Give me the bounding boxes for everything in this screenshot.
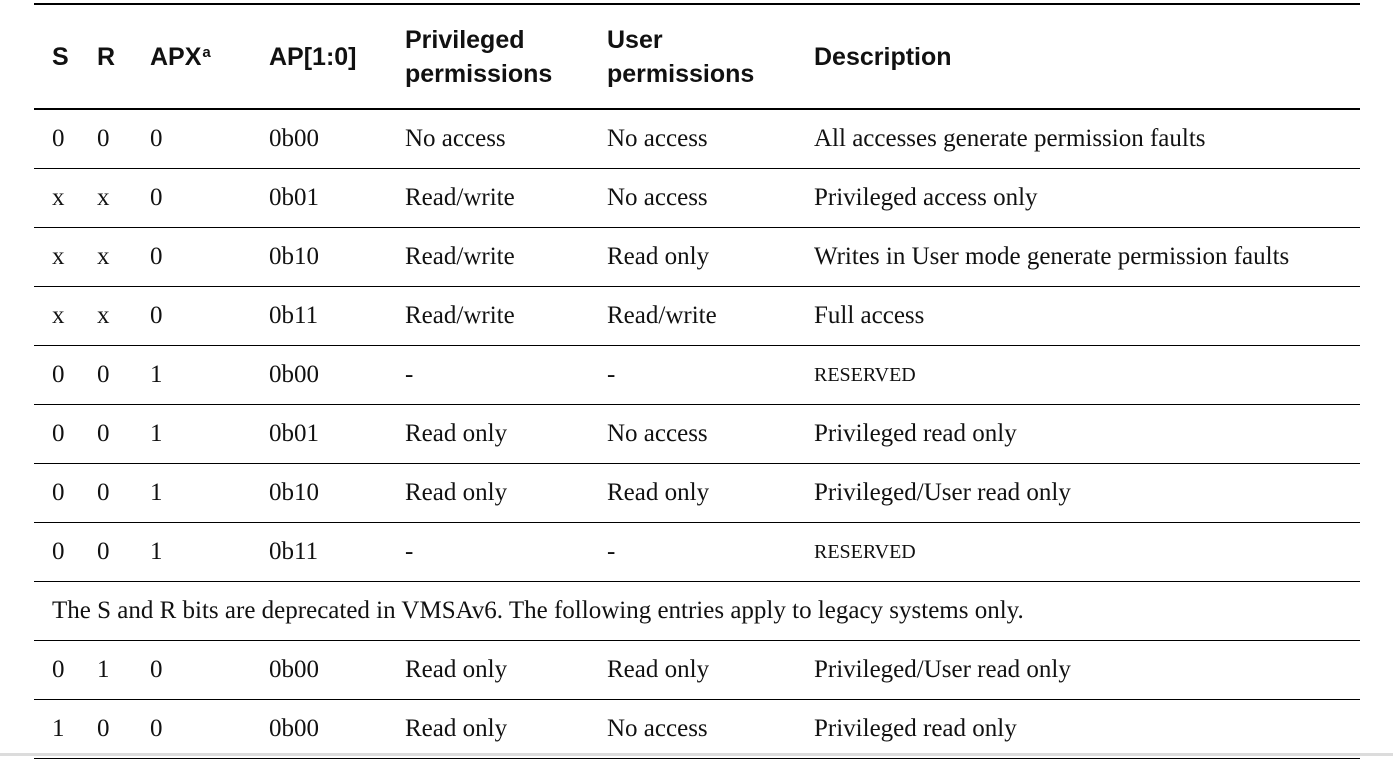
cell-s: x [52,243,65,270]
cell-r: 1 [97,656,110,683]
table-header: S R APX a AP[1:0] Privileged permissions U… [34,5,1360,110]
cell-r: 0 [97,361,110,388]
cell-user-permissions: Read only [607,479,710,506]
cell-s: 0 [52,538,65,565]
cell-description: Privileged read only [814,715,1017,742]
cell-s: x [52,184,65,211]
header-user-permissions: User permissions [607,25,755,88]
cell-privileged-permissions: Read only [405,479,508,506]
table-row: 1 0 0 0b00 Read only No access Privileged read… [34,700,1360,759]
cell-apx: 0 [150,656,163,683]
cell-user-permissions: No access [607,420,708,447]
cell-user-permissions: No access [607,184,708,211]
cell-description: Privileged/User read only [814,479,1071,506]
cell-user-permissions: Read only [607,243,710,270]
header-privileged-permissions: Privileged permissions [405,25,553,88]
cell-privileged-permissions: No access [405,125,506,152]
cell-privileged-permissions: - [405,538,414,565]
cell-privileged-permissions: Read only [405,420,508,447]
cell-user-permissions: Read/write [607,302,717,329]
cell-privileged-permissions: Read only [405,656,508,683]
header-r: R [97,42,116,71]
cell-ap: 0b11 [269,302,319,329]
cell-ap: 0b10 [269,479,319,506]
cell-ap: 0b00 [269,125,319,152]
cell-privileged-permissions: - [405,361,414,388]
cell-r: 0 [97,715,110,742]
cell-ap: 0b01 [269,420,319,447]
cell-r: 0 [97,479,110,506]
cell-description: Privileged/User read only [814,656,1071,683]
table-row: x x 0 0b10 Read/write Read only Writes in User… [34,228,1360,287]
header-ap: AP[1:0] [269,42,357,71]
cell-user-permissions: Read only [607,656,710,683]
cell-s: 0 [52,479,65,506]
cell-ap: 0b11 [269,538,319,565]
cell-r: 0 [97,538,110,565]
cell-s: 1 [52,715,65,742]
table-row: x x 0 0b01 Read/write No access Privileged acc… [34,169,1360,228]
cell-s: 0 [52,656,65,683]
cell-description: RESERVED [814,364,916,386]
header-apx: APX a [150,5,211,108]
cell-description: All accesses generate permission faults [814,125,1206,152]
cell-r: x [97,302,110,329]
cell-r: 0 [97,125,110,152]
cell-apx: 0 [150,184,163,211]
cell-s: x [52,302,65,329]
table-row: 0 1 0 0b00 Read only Read only Privileged/User… [34,641,1360,700]
cell-r: 0 [97,420,110,447]
cell-r: x [97,243,110,270]
cell-user-permissions: - [607,361,616,388]
footnote-marker: a [202,43,211,61]
header-description: Description [814,42,952,71]
cell-privileged-permissions: Read/write [405,243,515,270]
table-row: 0 0 0 0b00 No access No access All accesses ge… [34,110,1360,169]
cell-apx: 1 [150,538,163,565]
cell-s: 0 [52,125,65,152]
cell-user-permissions: No access [607,125,708,152]
cell-apx: 1 [150,361,163,388]
cell-ap: 0b00 [269,656,319,683]
cell-apx: 0 [150,243,163,270]
table-row: 0 0 1 0b01 Read only No access Privileged read… [34,405,1360,464]
cell-user-permissions: No access [607,715,708,742]
cell-apx: 0 [150,302,163,329]
page-bottom-edge [0,753,1393,756]
cell-ap: 0b01 [269,184,319,211]
cell-apx: 1 [150,420,163,447]
cell-r: x [97,184,110,211]
cell-apx: 0 [150,715,163,742]
cell-s: 0 [52,420,65,447]
cell-description: Writes in User mode generate permission … [814,243,1290,270]
header-s: S [52,42,69,71]
cell-ap: 0b00 [269,715,319,742]
table-row: x x 0 0b11 Read/write Read/write Full access [34,287,1360,346]
cell-description: Privileged read only [814,420,1017,447]
cell-s: 0 [52,361,65,388]
table-top-rule [34,3,1360,5]
cell-apx: 1 [150,479,163,506]
legacy-note-row: The S and R bits are deprecated in VMSAv… [34,582,1360,641]
legacy-note-text: The S and R bits are deprecated in VMSAv… [52,597,1024,624]
cell-privileged-permissions: Read/write [405,302,515,329]
cell-user-permissions: - [607,538,616,565]
cell-ap: 0b00 [269,361,319,388]
cell-privileged-permissions: Read only [405,715,508,742]
table-row: 0 0 1 0b00 - - RESERVED [34,346,1360,405]
cell-description: Privileged access only [814,184,1038,211]
cell-ap: 0b10 [269,243,319,270]
table-row: 0 0 1 0b10 Read only Read only Privileged/User… [34,464,1360,523]
cell-privileged-permissions: Read/write [405,184,515,211]
cell-apx: 0 [150,125,163,152]
cell-description: RESERVED [814,541,916,563]
cell-description: Full access [814,302,925,329]
table-row: 0 0 1 0b11 - - RESERVED [34,523,1360,582]
